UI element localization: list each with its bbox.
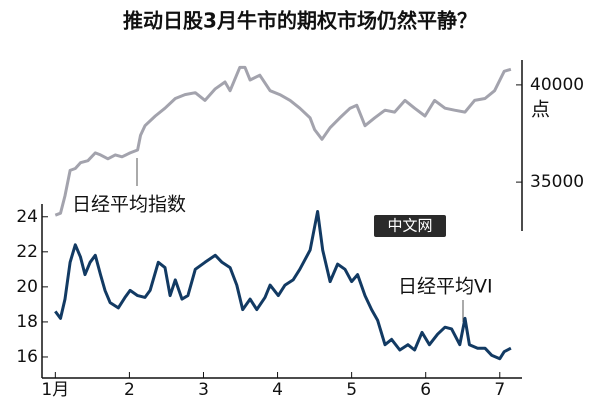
y-tick-label: 16 xyxy=(16,347,38,367)
y-tick-label: 24 xyxy=(16,207,38,227)
y2-tick-label: 40000 xyxy=(530,75,584,95)
series-label: 日经平均VI xyxy=(398,276,493,298)
y2-axis-label: 点 xyxy=(531,99,550,121)
watermark: 中文网 xyxy=(387,217,432,235)
y2-tick-label: 35000 xyxy=(530,172,584,192)
x-tick-label: 1月 xyxy=(41,380,69,400)
series-line xyxy=(54,210,512,361)
y-tick-label: 20 xyxy=(16,277,38,297)
x-tick-label: 5 xyxy=(346,380,357,400)
x-tick-label: 7 xyxy=(494,380,505,400)
series-label: 日经平均指数 xyxy=(72,194,186,216)
x-tick-label: 2 xyxy=(124,380,135,400)
x-tick-label: 3 xyxy=(198,380,209,400)
watermark-box xyxy=(374,215,446,237)
x-tick-label: 6 xyxy=(420,380,431,400)
chart-title: 推动日股3月牛市的期权市场仍然平静？ xyxy=(123,9,477,33)
y-tick-label: 22 xyxy=(16,242,38,262)
x-tick-label: 4 xyxy=(272,380,283,400)
series-line xyxy=(54,65,512,217)
y-tick-label: 18 xyxy=(16,312,38,332)
